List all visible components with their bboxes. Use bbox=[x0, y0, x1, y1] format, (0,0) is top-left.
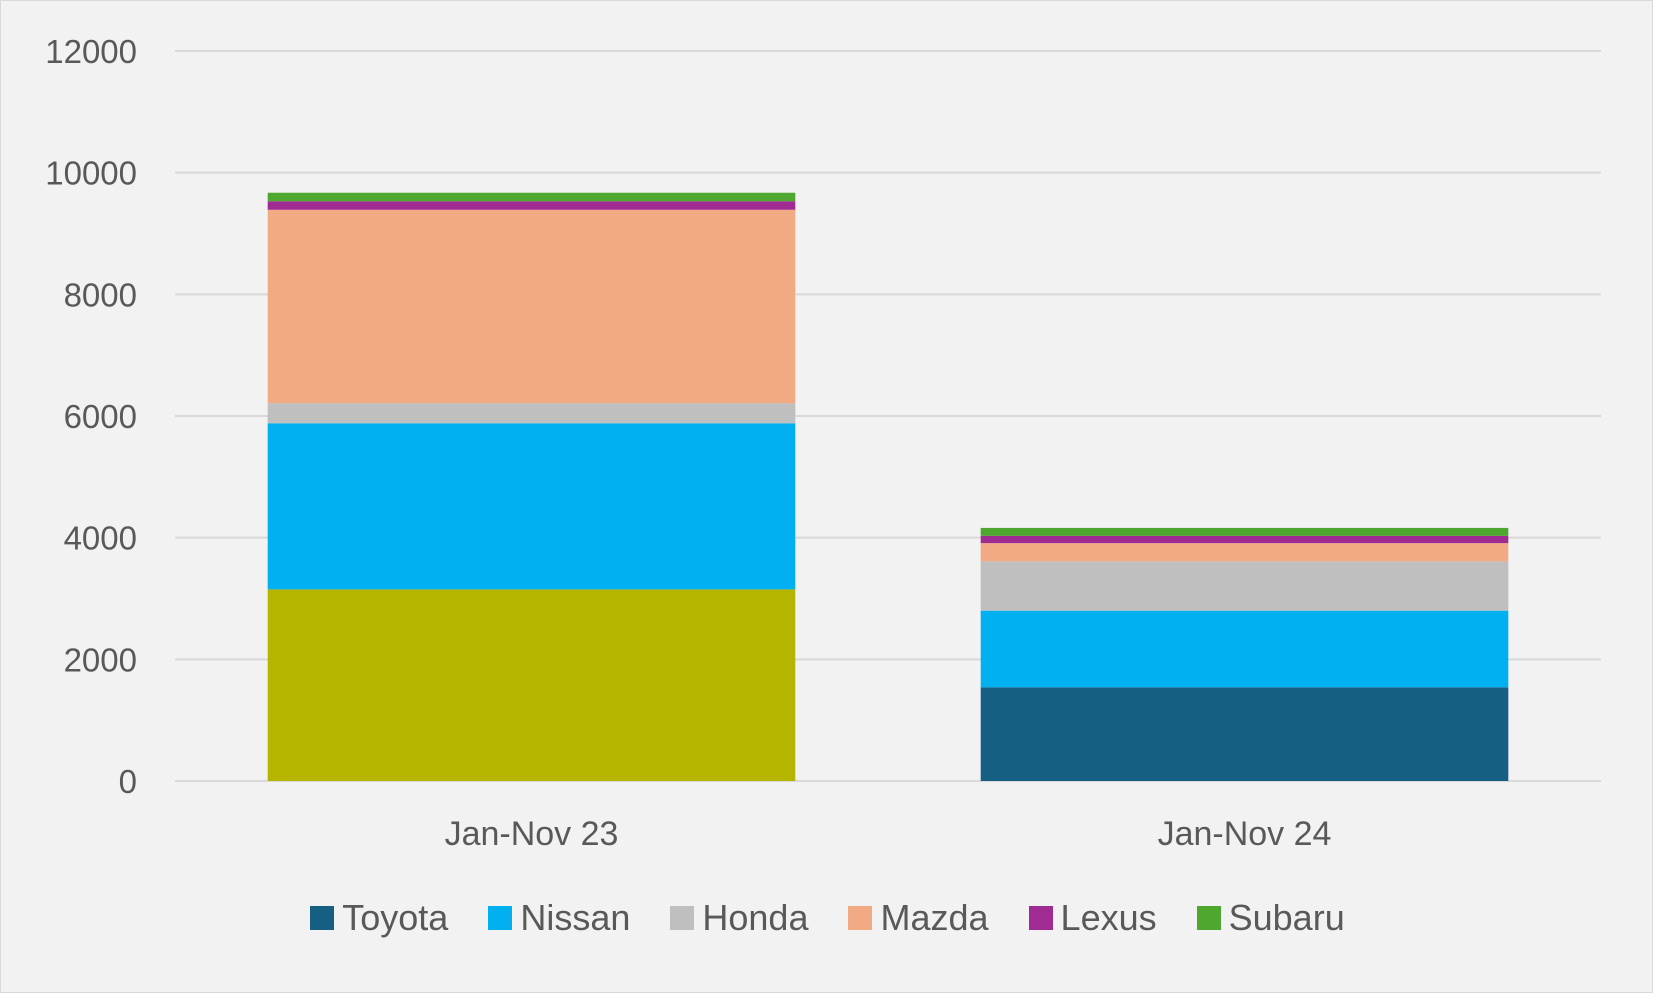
bar-honda-1 bbox=[267, 403, 796, 424]
legend-swatch bbox=[848, 906, 873, 930]
bar-honda-2 bbox=[980, 561, 1509, 611]
y-tick-label: 2000 bbox=[64, 641, 137, 678]
legend-swatch bbox=[310, 906, 335, 930]
y-tick-label: 10000 bbox=[45, 155, 137, 192]
bars bbox=[267, 192, 1509, 781]
x-axis-labels: Jan-Nov 23 Jan-Nov 24 bbox=[445, 815, 1332, 853]
legend-swatch bbox=[1028, 906, 1053, 930]
bar-lexus-2 bbox=[980, 535, 1509, 544]
legend: Toyota Nissan Honda Mazda Lexus Subaru bbox=[1, 897, 1653, 939]
bar-subaru-1 bbox=[267, 192, 796, 202]
legend-item-toyota: Toyota bbox=[310, 897, 448, 939]
legend-swatch bbox=[1196, 906, 1221, 930]
legend-item-subaru: Subaru bbox=[1196, 897, 1345, 939]
y-tick-label: 6000 bbox=[64, 398, 137, 435]
bar-subaru-2 bbox=[980, 527, 1509, 536]
legend-item-honda: Honda bbox=[670, 897, 808, 939]
bar-nissan-1 bbox=[267, 423, 796, 590]
y-axis-ticks: 0 2000 4000 6000 8000 10000 12000 bbox=[45, 33, 137, 800]
legend-label: Lexus bbox=[1060, 897, 1157, 938]
legend-item-nissan: Nissan bbox=[488, 897, 630, 939]
legend-label: Toyota bbox=[342, 897, 449, 938]
y-tick-label: 12000 bbox=[45, 33, 137, 70]
bar-nissan-2 bbox=[980, 610, 1509, 688]
legend-label: Mazda bbox=[880, 897, 989, 938]
x-category-label: Jan-Nov 23 bbox=[445, 815, 619, 853]
bar-toyota-2 bbox=[980, 687, 1509, 781]
legend-swatch bbox=[670, 906, 695, 930]
legend-item-mazda: Mazda bbox=[848, 897, 989, 939]
bar-toyota-1 bbox=[267, 589, 796, 781]
bar-mazda-1 bbox=[267, 209, 796, 404]
x-category-label: Jan-Nov 24 bbox=[1158, 815, 1332, 853]
legend-label: Subaru bbox=[1228, 897, 1345, 938]
y-tick-label: 4000 bbox=[64, 520, 137, 557]
legend-label: Nissan bbox=[520, 897, 631, 938]
legend-swatch bbox=[488, 906, 513, 930]
legend-label: Honda bbox=[702, 897, 809, 938]
y-tick-label: 0 bbox=[119, 763, 137, 800]
bar-mazda-2 bbox=[980, 543, 1509, 562]
y-tick-label: 8000 bbox=[64, 276, 137, 313]
bar-lexus-1 bbox=[267, 201, 796, 210]
legend-item-lexus: Lexus bbox=[1028, 897, 1157, 939]
